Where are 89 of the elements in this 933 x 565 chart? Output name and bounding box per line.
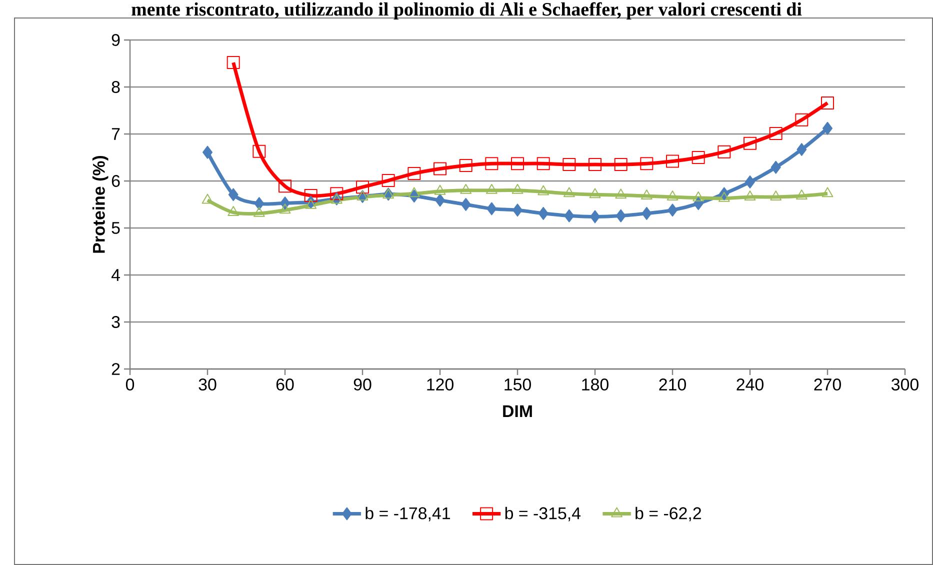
point [692,191,704,202]
y-axis-title: Proteine (%) [92,156,108,253]
y-tick-label: 4 [111,269,120,281]
point [666,154,680,168]
point [564,209,574,222]
point [408,166,421,180]
point [434,184,446,195]
point [588,158,602,172]
y-tick-label: 7 [112,128,120,140]
point [668,204,678,217]
point [356,190,368,200]
point [228,206,240,216]
point [769,127,782,140]
point [616,209,626,222]
point [614,158,628,172]
x-tick-label: 300 [892,378,918,391]
point [822,122,833,135]
point [382,174,395,188]
point [744,136,757,150]
point [615,188,627,199]
point [434,162,447,176]
point [538,185,550,196]
point [486,202,497,216]
y-tick-label: 2 [112,363,120,375]
point [228,188,238,202]
x-tick-label: 240 [736,378,764,391]
y-tick-label: 5 [112,222,120,234]
point [718,192,730,202]
point [744,190,756,200]
point [538,206,548,220]
point [408,187,420,198]
point [822,187,834,198]
point [640,157,654,170]
point [330,187,344,200]
legend-label: b = -178,41 [366,506,450,522]
y-tick-label: 9 [112,34,120,46]
point [796,143,807,156]
point [459,158,472,172]
point [226,56,240,70]
point [666,190,678,200]
point [718,145,731,158]
legend-label: b = -62,2 [636,506,701,522]
point [278,180,292,193]
point [692,150,705,164]
legend-label: b = -315,4 [505,506,581,522]
x-tick-label: 210 [659,378,686,391]
point [511,157,524,170]
x-axis-title: DIM [503,405,532,417]
y-tick-label: 3 [112,316,120,328]
x-tick-label: 150 [504,378,531,391]
point [512,184,524,194]
point [305,198,317,209]
point [435,194,446,207]
point [642,206,652,220]
point [356,180,370,194]
point [590,210,600,224]
point [563,187,575,198]
x-tick-label: 0 [126,378,134,391]
point [512,204,523,217]
point [589,188,601,198]
point [770,160,781,174]
x-tick-label: 30 [198,378,216,391]
y-tick-label: 8 [112,80,120,93]
x-tick-label: 60 [276,378,294,391]
x-tick-label: 270 [814,378,841,391]
point [202,146,213,159]
y-tick-label: 6 [112,174,120,187]
point [304,189,318,202]
point [536,157,550,170]
point [796,190,808,200]
point [562,158,576,172]
point [253,206,265,217]
point [640,190,652,200]
x-tick-label: 120 [427,378,454,391]
point [745,175,756,188]
point [486,184,498,194]
point [202,194,214,204]
point [460,184,472,194]
point [460,198,471,211]
point [254,197,264,210]
point [485,157,498,170]
point [252,144,266,158]
point [279,204,291,214]
x-tick-label: 90 [354,378,372,391]
point [770,190,782,200]
x-tick-label: 180 [582,378,608,391]
point [795,113,808,126]
chart-title: mente riscontrato, utilizzando il polinomio di Ali e Schaeffer, per valori crescenti di [132,2,802,20]
point [821,96,834,110]
